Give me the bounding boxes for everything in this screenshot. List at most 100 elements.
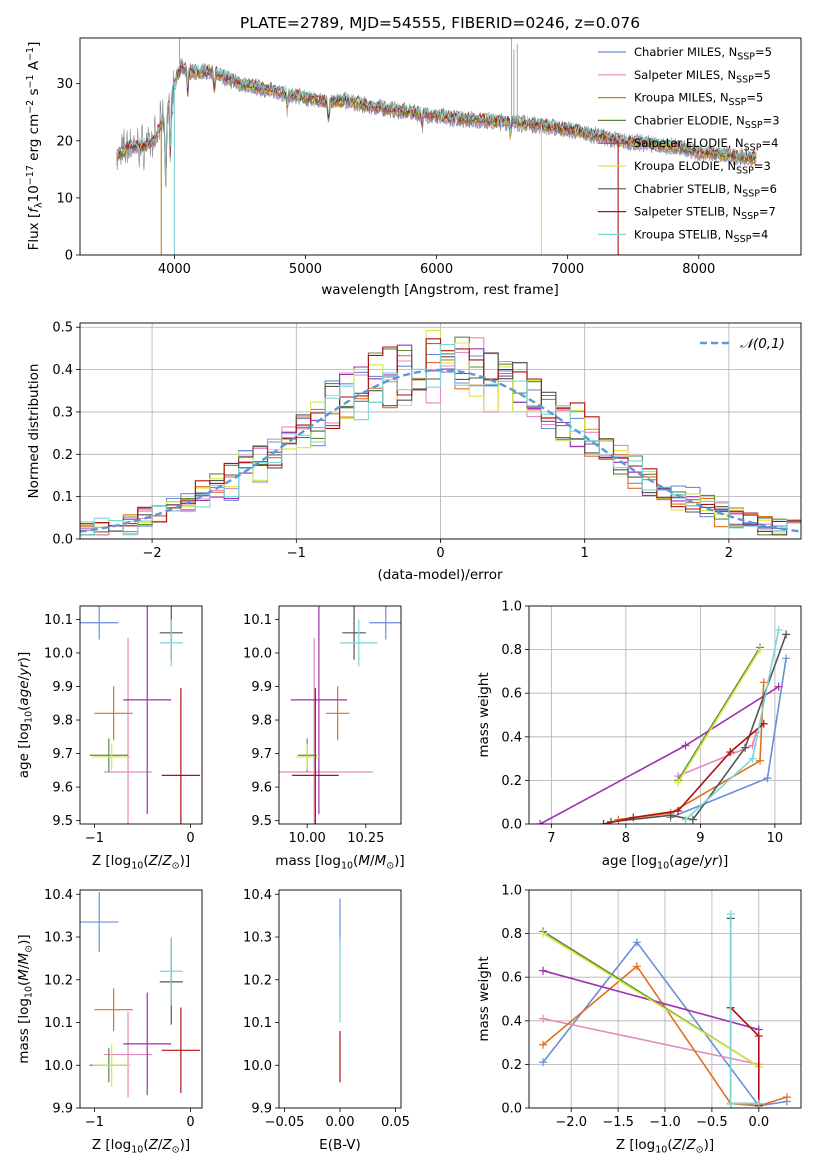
weight-marker (748, 754, 757, 763)
y-tick-label: 0.3 (52, 405, 73, 420)
legend-label: Chabrier MILES, NSSP=5 (634, 45, 772, 63)
x-axis-label-part: )] (394, 853, 405, 869)
legend-label-part: =3 (763, 113, 780, 127)
x-axis-label-part: ( (669, 853, 674, 869)
weight-marker (726, 1099, 735, 1108)
x-axis-label-part: ⊙ (172, 861, 180, 872)
axes-frame (278, 605, 402, 825)
x-axis-label-part: 10 (657, 861, 669, 872)
legend-label-part: =4 (761, 136, 778, 150)
legend-label-part: =5 (746, 91, 763, 105)
y-axis-label-part: / (16, 964, 32, 969)
legend-label-part: SSP (734, 234, 752, 245)
y-tick-label: 20 (56, 134, 73, 149)
legend-label-part: SSP (741, 211, 759, 222)
x-axis-label-part: / (158, 853, 163, 869)
y-axis-label-part: / (16, 675, 32, 680)
weight-series-0 (542, 940, 788, 1107)
y-axis-label-part: s (26, 88, 42, 99)
plot-area (529, 606, 801, 824)
x-axis-label: wavelength [Angstrom, rest frame] (321, 282, 559, 298)
y-tick-label: 10.3 (243, 931, 272, 946)
x-tick-label: 6000 (420, 262, 453, 277)
y-axis-label-part: ( (16, 981, 32, 986)
y-axis-label-part: )] (16, 652, 32, 663)
y-axis-label-part: Normed distribution (26, 364, 42, 499)
x-axis-label: (data-model)/error (377, 567, 503, 583)
legend-label: Salpeter ELODIE, NSSP=4 (634, 136, 778, 154)
y-tick-label: 0.2 (501, 1058, 522, 1073)
legend-label-part: SSP (744, 143, 762, 154)
weight-series-4 (539, 686, 780, 824)
weight-marker (539, 929, 548, 938)
x-axis-label-part: / (370, 853, 375, 869)
axes-frame (278, 889, 402, 1109)
y-axis-label-part: 10 (24, 986, 35, 998)
x-tick-label: 7000 (551, 262, 584, 277)
y-tick-label: 10.0 (44, 1059, 73, 1074)
weight-marker (754, 1099, 763, 1108)
y-tick-label: 0 (65, 249, 73, 264)
x-axis-label-part: 10 (655, 1145, 667, 1156)
legend-label: Kroupa MILES, NSSP=5 (634, 91, 763, 109)
x-axis-label-part: yr (703, 853, 719, 869)
y-tick-label: 0.6 (501, 687, 522, 702)
legend-label: Kroupa ELODIE, NSSP=3 (634, 159, 771, 177)
weight-series-5 (542, 932, 760, 1068)
y-tick-label: 0.4 (501, 1014, 522, 1029)
x-axis-label-part: ( (667, 1137, 672, 1153)
axes-frame (528, 605, 802, 825)
x-tick-label: −1.5 (602, 1115, 634, 1130)
y-tick-label: 10.2 (44, 973, 73, 988)
weight-marker (759, 678, 768, 687)
x-axis-label-part: 10 (131, 1145, 143, 1156)
y-tick-label: 9.9 (52, 680, 73, 695)
y-tick-label: 0.5 (52, 321, 73, 336)
y-axis-label-part: M (16, 969, 32, 981)
axes-frame (79, 322, 802, 540)
x-axis-label: Z [log10(Z/Z⊙)] (92, 853, 190, 872)
panel-residuals: −2 −1 0 1 2 0.0 0.1 0.2 0.3 0.4 0.5 𝒩(0,1) (data-mod… (26, 321, 802, 583)
y-tick-label: 10.0 (243, 1059, 272, 1074)
legend-label-part: =3 (754, 159, 771, 173)
y-tick-label: 10.4 (243, 888, 272, 903)
y-axis-label-part: 10 (24, 711, 35, 723)
x-axis-label-part: Z (148, 1137, 159, 1153)
x-axis-label-part: ⊙ (386, 861, 394, 872)
legend-label-part: SSP (736, 166, 754, 177)
x-tick-label: 4000 (158, 262, 191, 277)
panel-age_vs_Z: −1 09.59.69.79.89.910.010.1Z [log10(Z/Z⊙)… (16, 605, 203, 872)
panel-mass_vs_Z: −1 09.910.010.110.210.310.4Z [log10(Z/Z⊙)… (16, 888, 203, 1156)
y-tick-label: 10.2 (243, 973, 272, 988)
y-tick-label: 1.0 (501, 884, 522, 899)
y-tick-label: 9.6 (251, 781, 272, 796)
y-tick-label: 0.2 (501, 774, 522, 789)
y-axis-label-part: −2 (25, 100, 36, 114)
y-axis-label-part: M (16, 952, 32, 964)
y-tick-label: 9.8 (52, 714, 73, 729)
y-axis-label: mass [log10(M/M⊙)] (16, 934, 35, 1063)
weight-marker (629, 813, 638, 822)
x-tick-label: 10.25 (347, 831, 384, 846)
x-tick-label: −1 (85, 1115, 104, 1130)
weight-marker (539, 1058, 548, 1067)
x-axis-label-part: )] (704, 1137, 715, 1153)
weight-marker (674, 778, 683, 787)
x-axis-label-part: Z (148, 853, 159, 869)
y-tick-label: 0.0 (52, 533, 73, 548)
axes-frame (79, 889, 203, 1109)
y-axis-label: Normed distribution (26, 364, 42, 499)
x-axis-label-part: E(B-V) (319, 1137, 361, 1153)
plot-area (80, 892, 201, 1098)
legend-label-part: =4 (751, 227, 768, 241)
plot-area (116, 38, 757, 255)
y-axis-label-part: ⊙ (24, 945, 35, 953)
weight-marker (754, 1032, 763, 1041)
weight-marker (539, 1040, 548, 1049)
y-tick-label: 0.1 (52, 490, 73, 505)
y-tick-label: 0.4 (501, 730, 522, 745)
weight-marker (632, 938, 641, 947)
legend-label-part: Salpeter ELODIE, N (634, 136, 744, 150)
legend-label-part: Kroupa STELIB, N (634, 227, 734, 241)
legend-label-part: =5 (754, 68, 771, 82)
